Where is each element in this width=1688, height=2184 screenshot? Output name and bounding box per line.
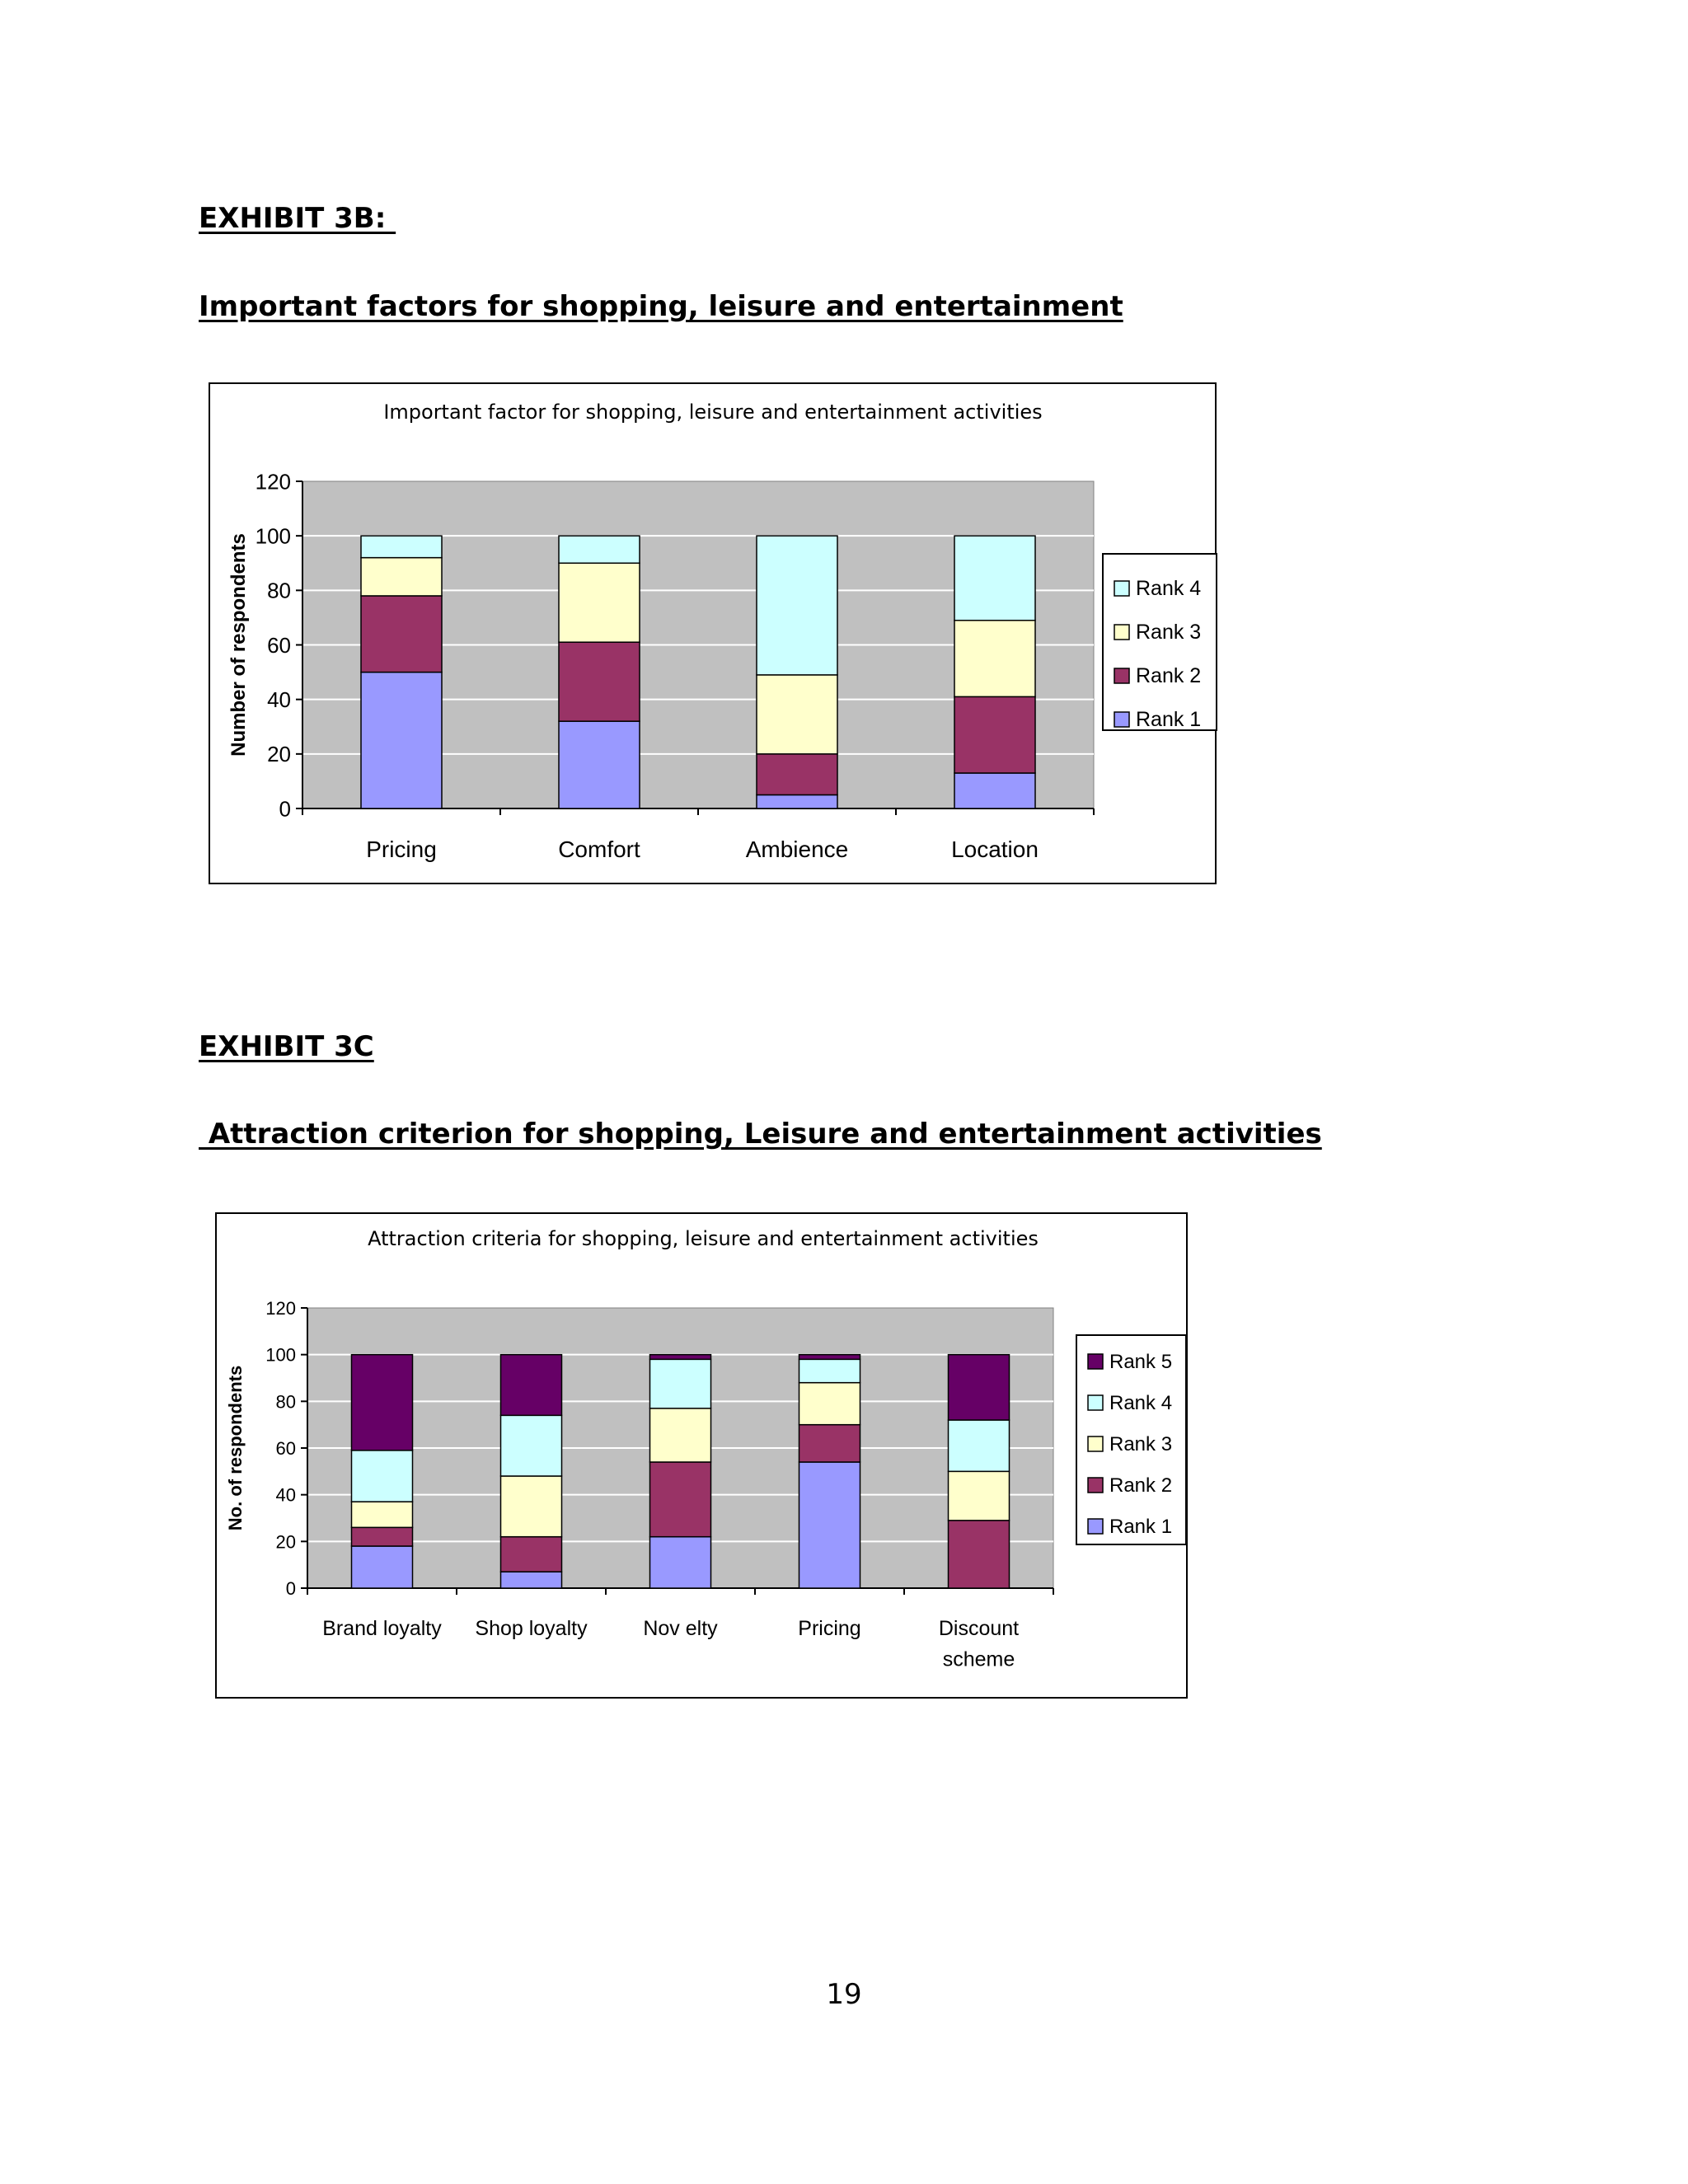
attraction-criteria-chart-svg: Attraction criteria for shopping, leisur… (225, 1227, 1187, 1671)
x-tick-label: Nov elty (643, 1617, 718, 1640)
bar-segment-nov-elty-rank-5 (649, 1353, 712, 1361)
legend-swatch (1114, 711, 1130, 728)
y-tick-label: 20 (276, 1531, 296, 1552)
bar-segment-shop-loyalty-rank-3 (499, 1475, 563, 1538)
bar-segment-pricing-rank-2 (360, 595, 443, 673)
chart-title: Attraction criteria for shopping, leisur… (368, 1227, 1039, 1250)
bar-segment-pricing-rank-3 (360, 556, 443, 597)
bar-segment-pricing-rank-2 (798, 1423, 861, 1463)
bar-segment-pricing-rank-1 (360, 671, 443, 809)
y-tick-label: 80 (276, 1391, 296, 1412)
bar-segment-nov-elty-rank-4 (649, 1358, 712, 1409)
x-tick-label: Shop loyalty (475, 1617, 588, 1640)
y-tick-label: 100 (265, 1345, 296, 1366)
legend-label: Rank 5 (1109, 1351, 1172, 1373)
y-tick-label: 100 (256, 524, 291, 549)
legend-swatch (1114, 624, 1130, 640)
bar-segment-brand-loyalty-rank-4 (350, 1450, 414, 1502)
bar-segment-location-rank-1 (954, 772, 1036, 809)
bar-segment-brand-loyalty-rank-1 (350, 1545, 414, 1589)
exhibit-3b-heading: Important factors for shopping, leisure … (199, 290, 1123, 323)
chart-title: Important factor for shopping, leisure a… (383, 401, 1042, 424)
bar-segment-shop-loyalty-rank-2 (499, 1535, 563, 1572)
bar-segment-ambience-rank-1 (756, 794, 838, 809)
bar-segment-discount-scheme-rank-3 (947, 1470, 1010, 1521)
x-tick-label: Location (951, 837, 1039, 862)
y-axis-label: Number of respondents (227, 533, 250, 757)
legend-swatch (1087, 1518, 1104, 1535)
bar-segment-comfort-rank-4 (558, 535, 640, 565)
legend-swatch (1087, 1394, 1104, 1411)
y-axis-label: No. of respondents (225, 1366, 246, 1530)
x-tick-label-line: Discount (939, 1617, 1019, 1640)
bar-segment-pricing-rank-4 (798, 1358, 861, 1384)
x-tick-label: Discount scheme (939, 1617, 1019, 1671)
legend-swatch (1114, 580, 1130, 597)
x-tick-label: Ambience (746, 837, 849, 862)
legend-swatch (1087, 1477, 1104, 1493)
bar-segment-ambience-rank-4 (756, 535, 838, 676)
legend-label: Rank 4 (1109, 1392, 1172, 1414)
legend-label: Rank 2 (1136, 664, 1201, 687)
bar-segment-pricing-rank-5 (798, 1353, 861, 1361)
bar-segment-comfort-rank-2 (558, 641, 640, 722)
x-tick-label: Pricing (798, 1617, 860, 1640)
y-tick-label: 20 (267, 742, 291, 766)
bar-segment-location-rank-2 (954, 696, 1036, 774)
legend-swatch (1087, 1436, 1104, 1452)
y-tick-label: 80 (267, 579, 291, 603)
bar-segment-pricing-rank-1 (798, 1461, 861, 1589)
legend-label: Rank 1 (1136, 708, 1201, 731)
bar-segment-brand-loyalty-rank-5 (350, 1353, 414, 1451)
legend-label: Rank 1 (1109, 1516, 1172, 1538)
y-tick-label: 60 (276, 1438, 296, 1459)
legend-label: Rank 3 (1109, 1433, 1172, 1455)
bar-segment-pricing-rank-3 (798, 1381, 861, 1426)
bar-segment-shop-loyalty-rank-4 (499, 1414, 563, 1477)
y-tick-label: 0 (279, 796, 291, 821)
legend-label: Rank 3 (1136, 621, 1201, 644)
bar-segment-nov-elty-rank-1 (649, 1535, 712, 1589)
bar-segment-comfort-rank-3 (558, 562, 640, 643)
x-tick-label: Brand loyalty (322, 1617, 442, 1640)
bar-segment-pricing-rank-4 (360, 535, 443, 559)
important-factors-chart-svg: Important factor for shopping, leisure a… (227, 401, 1217, 862)
bar-segment-discount-scheme-rank-4 (947, 1419, 1010, 1473)
bar-segment-location-rank-3 (954, 619, 1036, 698)
exhibit-3b-label: EXHIBIT 3B: (199, 202, 396, 235)
legend-label: Rank 2 (1109, 1474, 1172, 1497)
bar-segment-nov-elty-rank-2 (649, 1461, 712, 1538)
bar-segment-brand-loyalty-rank-2 (350, 1526, 414, 1547)
x-tick-label: Comfort (558, 837, 640, 862)
y-tick-label: 120 (256, 469, 291, 494)
bar-segment-comfort-rank-1 (558, 720, 640, 809)
attraction-criteria-chart: Attraction criteria for shopping, leisur… (215, 1212, 1188, 1699)
bar-segment-ambience-rank-3 (756, 674, 838, 755)
y-tick-label: 40 (276, 1485, 296, 1506)
bar-segment-shop-loyalty-rank-5 (499, 1353, 563, 1417)
legend-swatch (1114, 668, 1130, 684)
page-number: 19 (826, 1978, 862, 2011)
important-factors-chart: Important factor for shopping, leisure a… (209, 382, 1217, 884)
x-tick-label: Pricing (366, 837, 437, 862)
exhibit-3c-label: EXHIBIT 3C (199, 1030, 374, 1063)
bar-segment-shop-loyalty-rank-1 (499, 1571, 563, 1589)
bar-segment-discount-scheme-rank-5 (947, 1353, 1010, 1421)
bar-segment-ambience-rank-2 (756, 753, 838, 796)
legend-swatch (1087, 1353, 1104, 1370)
y-tick-label: 120 (265, 1298, 296, 1319)
exhibit-3c-heading: Attraction criterion for shopping, Leisu… (199, 1118, 1322, 1151)
bar-segment-brand-loyalty-rank-3 (350, 1501, 414, 1529)
bar-segment-nov-elty-rank-3 (649, 1408, 712, 1463)
y-tick-label: 40 (267, 687, 291, 712)
bar-segment-discount-scheme-rank-2 (947, 1520, 1010, 1589)
x-tick-label-line: scheme (943, 1648, 1015, 1671)
legend-label: Rank 4 (1136, 577, 1201, 600)
bar-segment-location-rank-4 (954, 535, 1036, 621)
y-tick-label: 60 (267, 633, 291, 658)
y-tick-label: 0 (286, 1578, 296, 1599)
